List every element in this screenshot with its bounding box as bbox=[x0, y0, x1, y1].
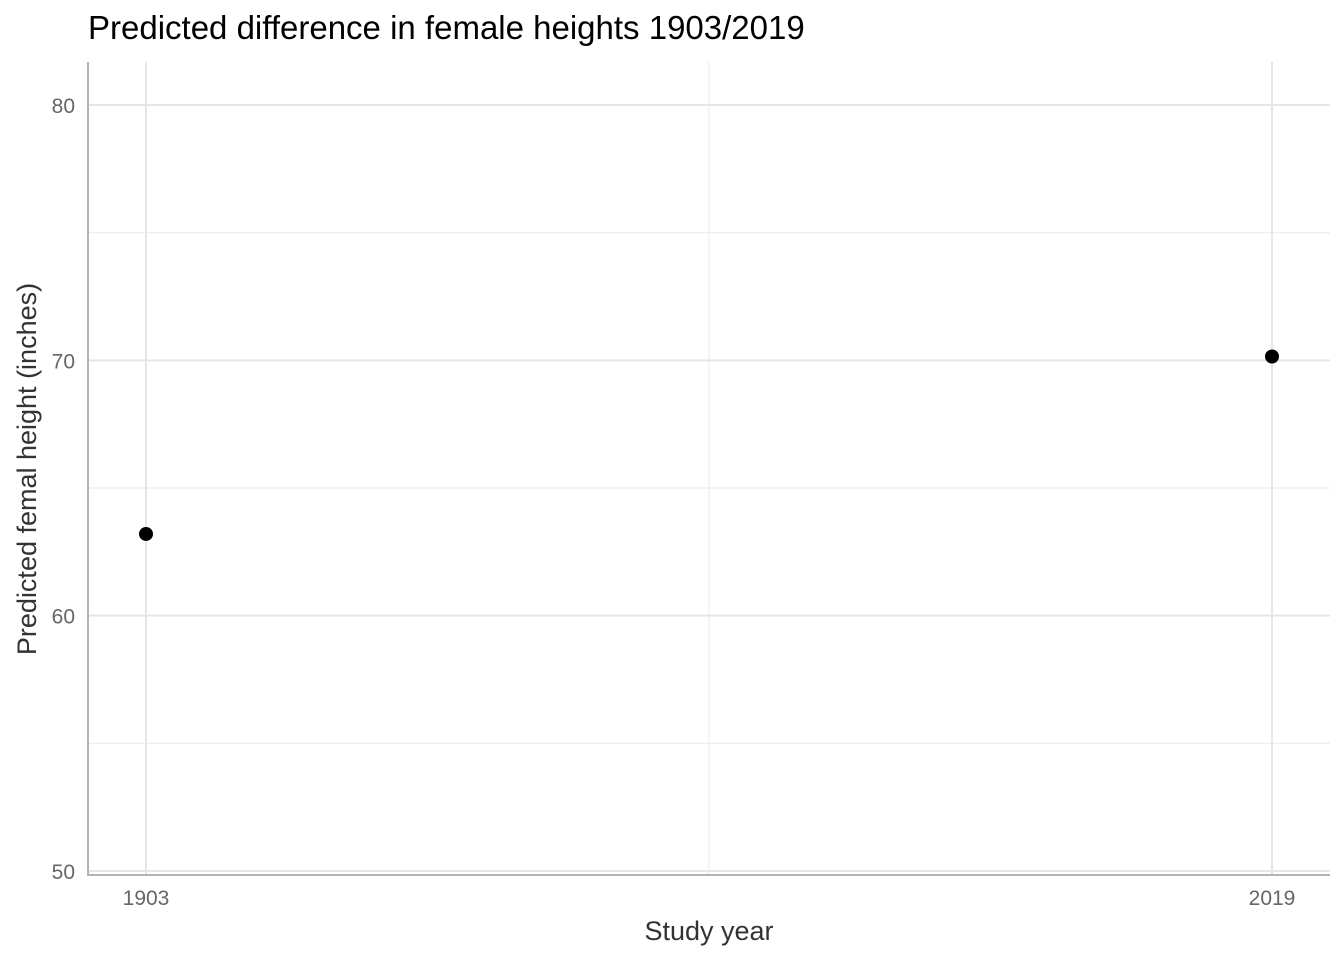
y-tick-label: 70 bbox=[52, 350, 75, 373]
y-tick-label: 50 bbox=[52, 861, 75, 884]
y-axis-label: Predicted femal height (inches) bbox=[12, 283, 42, 655]
data-point bbox=[1265, 349, 1279, 364]
x-tick-label: 2019 bbox=[1249, 887, 1296, 910]
y-tick-labels: 50 60 70 80 bbox=[52, 95, 75, 884]
data-point bbox=[139, 526, 153, 541]
y-tick-label: 80 bbox=[52, 95, 75, 118]
chart-title: Predicted difference in female heights 1… bbox=[88, 9, 805, 46]
y-tick-label: 60 bbox=[52, 606, 75, 629]
y-major-gridlines bbox=[88, 104, 1330, 872]
x-tick-labels: 1903 2019 bbox=[123, 887, 1296, 910]
x-major-gridlines bbox=[145, 62, 1273, 875]
data-points bbox=[139, 349, 1279, 541]
x-tick-label: 1903 bbox=[123, 887, 170, 910]
x-axis-label: Study year bbox=[644, 916, 773, 946]
